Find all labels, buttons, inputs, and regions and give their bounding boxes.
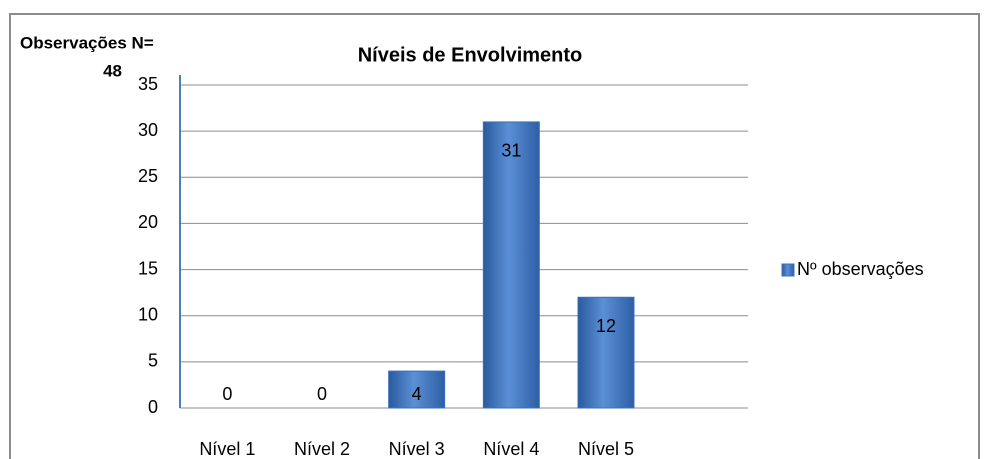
- frame: [9, 13, 980, 459]
- chart-title: Níveis de Envolvimento: [358, 44, 583, 66]
- y-tick-label: 30: [138, 120, 158, 140]
- y-tick-label: 0: [148, 397, 158, 417]
- value-label: 0: [222, 384, 232, 404]
- value-label: 12: [596, 316, 616, 336]
- bar: [577, 296, 635, 409]
- y-tick-label: 25: [138, 166, 158, 186]
- legend-swatch: [781, 263, 795, 277]
- y-tick-label: 10: [138, 304, 158, 324]
- value-label: 0: [317, 384, 327, 404]
- annotation: 48: [103, 61, 122, 80]
- y-tick-label: 35: [138, 74, 158, 94]
- y-tick-label: 15: [138, 258, 158, 278]
- x-tick-label: Nível 5: [578, 439, 634, 459]
- x-tick-label: Nível 2: [294, 439, 350, 459]
- value-label: 31: [501, 141, 521, 161]
- y-tick-label: 5: [148, 351, 158, 371]
- x-tick-label: Nível 4: [483, 439, 539, 459]
- y-tick-label: 20: [138, 212, 158, 232]
- annotation: Observações N=: [20, 33, 154, 52]
- value-label: 4: [412, 384, 422, 404]
- bar: [388, 370, 446, 409]
- x-tick-label: Nível 1: [199, 439, 255, 459]
- legend-label: Nº observações: [797, 259, 924, 279]
- x-tick-label: Nível 3: [389, 439, 445, 459]
- bar: [482, 121, 540, 409]
